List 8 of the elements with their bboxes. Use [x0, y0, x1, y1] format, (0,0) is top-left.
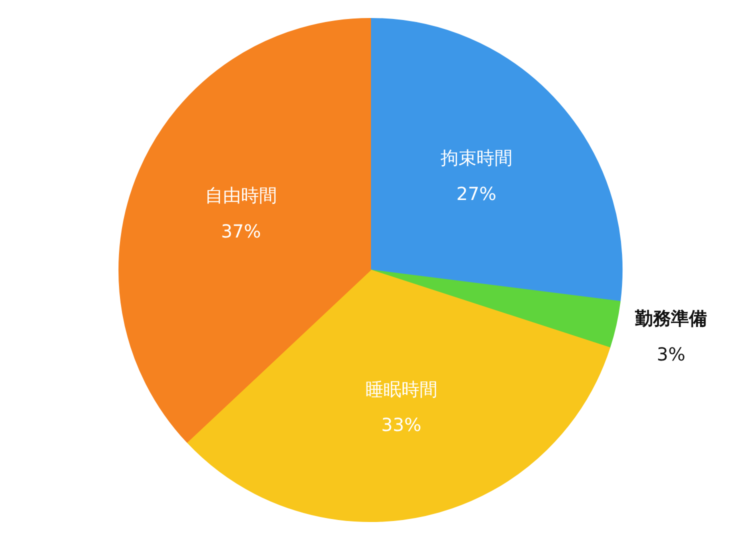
data-label: 3%	[656, 344, 686, 366]
slice-label: 勤務準備	[634, 308, 708, 330]
slice-label: 睡眠時間	[365, 379, 438, 400]
data-label: 37%	[220, 221, 261, 242]
data-label: 33%	[381, 415, 422, 436]
slice-label: 拘束時間	[440, 148, 512, 170]
data-label: 27%	[456, 184, 496, 206]
slice-label: 自由時間	[204, 185, 277, 206]
